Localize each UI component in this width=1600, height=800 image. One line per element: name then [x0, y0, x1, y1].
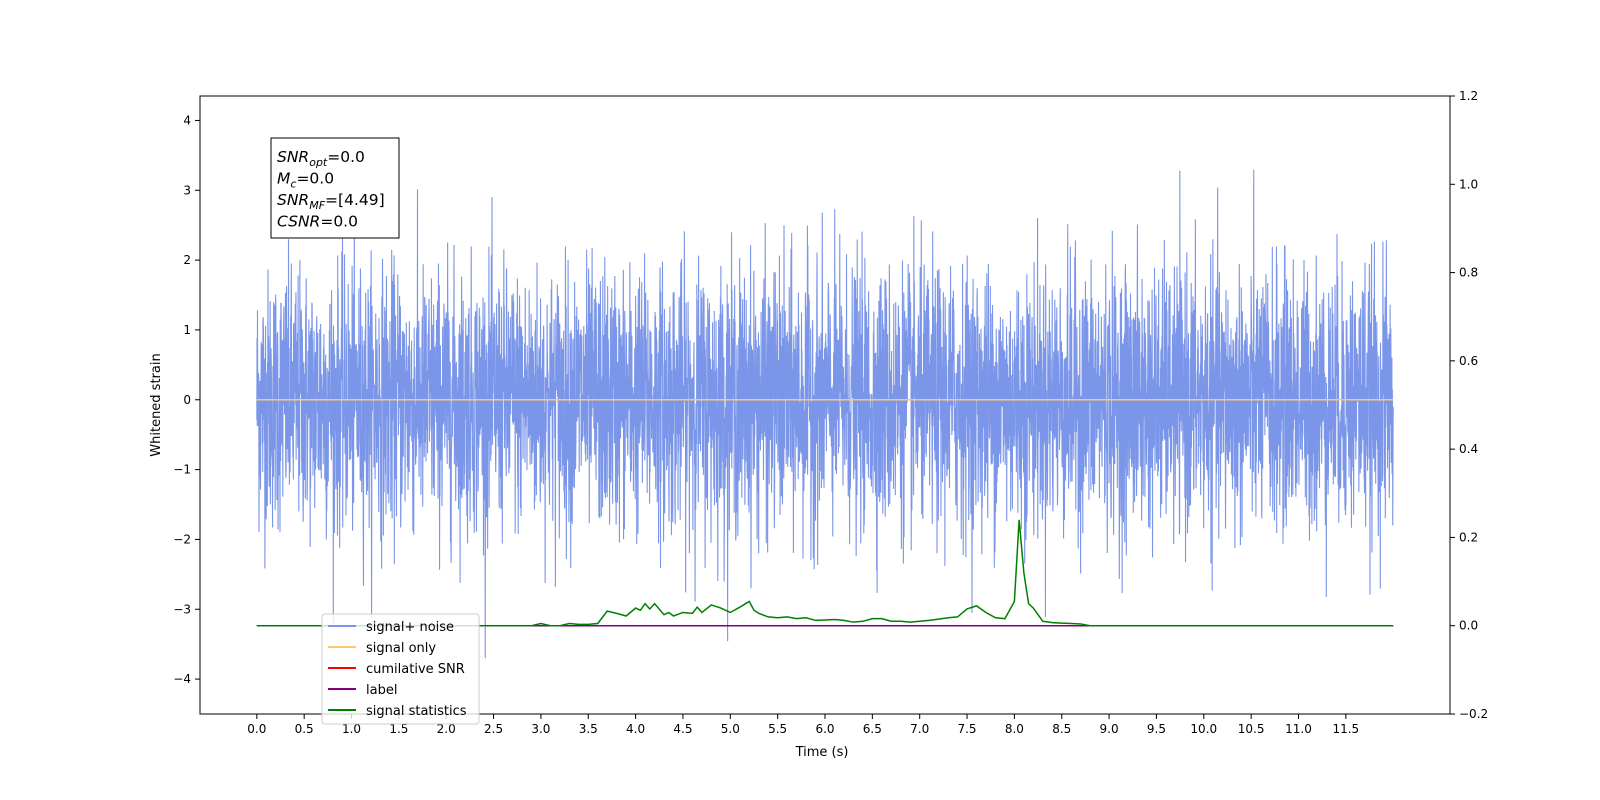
- x-tick-label: 6.5: [863, 722, 882, 736]
- annotation-value: =0.0: [320, 213, 358, 231]
- legend-entry-label: cumilative SNR: [366, 662, 465, 677]
- left-y-tick-label: 1: [183, 323, 191, 337]
- right-y-tick-label: 1.2: [1459, 89, 1478, 103]
- legend: signal+ noise signal only cumilative SNR la…: [321, 613, 480, 725]
- x-tick-label: 9.5: [1147, 722, 1166, 736]
- right-y-tick-label: 0.4: [1459, 442, 1478, 456]
- right-y-tick-label: 1.0: [1459, 177, 1478, 191]
- y-axis-label: Whitened strain: [149, 353, 164, 456]
- right-y-tick-label: 0.0: [1459, 619, 1478, 633]
- left-y-tick-label: 3: [183, 183, 191, 197]
- x-tick-label: 11.5: [1332, 722, 1359, 736]
- annotation-subscript: MF: [309, 199, 325, 212]
- annotation-symbol: M: [277, 170, 290, 188]
- x-tick-label: 11.0: [1285, 722, 1312, 736]
- x-tick-label: 3.5: [579, 722, 598, 736]
- x-tick-label: 10.0: [1190, 722, 1217, 736]
- annotation-symbol: SNR: [277, 148, 309, 166]
- x-tick-label: 7.5: [957, 722, 976, 736]
- x-tick-label: 8.5: [1052, 722, 1071, 736]
- annotation-value: =0.0: [296, 170, 334, 188]
- annotation-symbol: SNR: [277, 191, 309, 209]
- left-y-axis-ticks: 4 3 2 1 0 −1 −2 −3 −4: [173, 113, 200, 686]
- right-y-tick-label: −0.2: [1459, 707, 1488, 721]
- x-tick-label: 8.0: [1005, 722, 1024, 736]
- x-tick-label: 7.0: [910, 722, 929, 736]
- annotation-text: SNRopt=0.0 Mc=0.0 SNRMF=[4.49] CSNR=0.0: [277, 148, 385, 231]
- series-line-signal-noise: [256, 169, 1394, 659]
- noise-series-layer: [256, 169, 1394, 659]
- annotation-value: =0.0: [327, 148, 365, 166]
- x-tick-label: 9.0: [1100, 722, 1119, 736]
- left-y-tick-label: −4: [173, 672, 191, 686]
- annotation-subscript: opt: [309, 156, 328, 169]
- right-y-tick-label: 0.6: [1459, 354, 1478, 368]
- left-y-tick-label: 0: [183, 393, 191, 407]
- annotation-value: =[4.49]: [325, 191, 385, 209]
- x-tick-label: 0.0: [247, 722, 266, 736]
- series-line-signal-statistics: [256, 519, 1394, 627]
- legend-entry-label: signal only: [366, 641, 436, 656]
- x-tick-label: 5.5: [768, 722, 787, 736]
- x-tick-label: 5.0: [721, 722, 740, 736]
- x-tick-label: 3.0: [531, 722, 550, 736]
- x-tick-label: 4.5: [673, 722, 692, 736]
- right-y-axis-ticks: 1.2 1.0 0.8 0.6 0.4 0.2 0.0 −0.2: [1450, 89, 1488, 721]
- x-tick-label: 10.5: [1238, 722, 1265, 736]
- x-axis-label: Time (s): [795, 745, 849, 760]
- x-tick-label: 1.0: [342, 722, 361, 736]
- legend-entry-label: label: [366, 683, 397, 698]
- x-tick-label: 1.5: [389, 722, 408, 736]
- left-y-tick-label: −3: [173, 602, 191, 616]
- x-tick-label: 4.0: [626, 722, 645, 736]
- left-y-tick-label: −2: [173, 532, 191, 546]
- left-y-tick-label: −1: [173, 463, 191, 477]
- x-tick-label: 2.0: [437, 722, 456, 736]
- left-y-tick-label: 4: [183, 113, 191, 127]
- annotation-symbol: CSNR: [277, 213, 320, 231]
- legend-entry-label: signal+ noise: [366, 620, 454, 635]
- x-axis-ticks: 0.0 0.5 1.0 1.5 2.0 2.5 3.0 3.5 4.0 4.5 5.0 5.5 6.0 6…: [247, 714, 1359, 736]
- x-tick-label: 6.0: [815, 722, 834, 736]
- left-y-tick-label: 2: [183, 253, 191, 267]
- right-y-tick-label: 0.2: [1459, 530, 1478, 544]
- annotation-box: SNRopt=0.0 Mc=0.0 SNRMF=[4.49] CSNR=0.0: [270, 137, 400, 239]
- x-tick-label: 0.5: [295, 722, 314, 736]
- right-y-tick-label: 0.8: [1459, 266, 1478, 280]
- x-tick-label: 2.5: [484, 722, 503, 736]
- legend-entry-label: signal statistics: [366, 704, 467, 719]
- annotation-subscript: c: [290, 178, 296, 191]
